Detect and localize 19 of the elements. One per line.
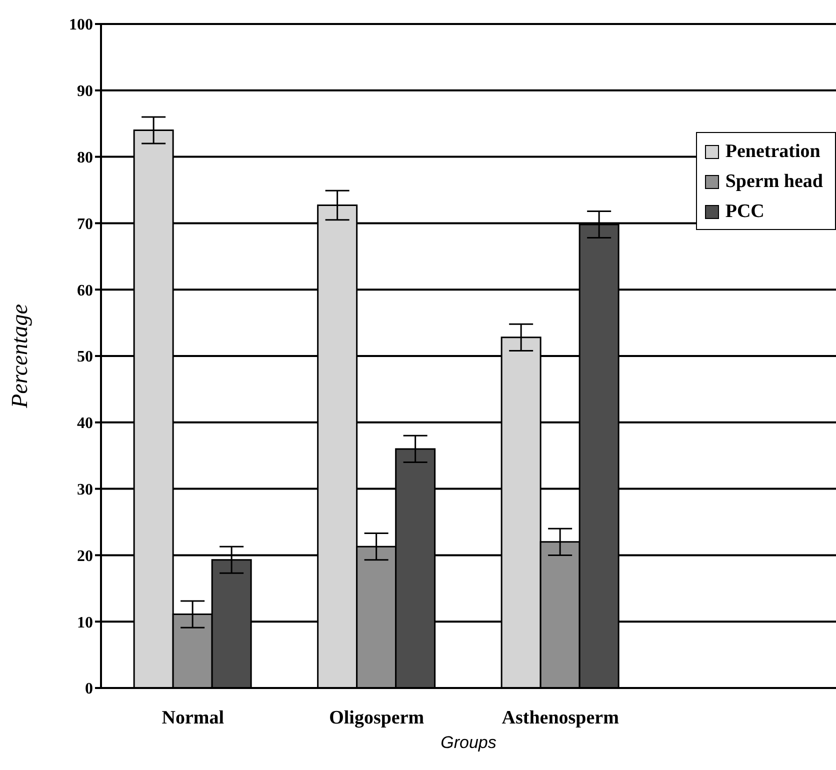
y-tick-label: 50 [77, 348, 93, 366]
y-tick-label: 20 [77, 548, 93, 565]
y-tick-label: 80 [77, 149, 93, 166]
legend-label: Penetration [725, 140, 820, 164]
x-tick-label: Asthenosperm [502, 707, 620, 728]
x-tick-label: Normal [162, 707, 224, 728]
y-tick-label: 30 [77, 481, 93, 498]
y-tick-label: 60 [77, 282, 93, 300]
y-tick-label: 100 [69, 16, 93, 34]
legend-label: Sperm head [725, 170, 823, 194]
x-axis-title: Groups [440, 733, 497, 752]
y-tick-label: 40 [77, 415, 93, 432]
y-tick-label: 70 [77, 216, 93, 233]
y-tick-label: 10 [77, 614, 93, 632]
y-tick-label: 90 [77, 83, 93, 100]
legend-label: PCC [725, 200, 764, 224]
x-tick-label: Oligosperm [329, 707, 424, 728]
y-tick-label: 0 [85, 680, 93, 698]
y-axis-title: Percentage [7, 304, 32, 409]
